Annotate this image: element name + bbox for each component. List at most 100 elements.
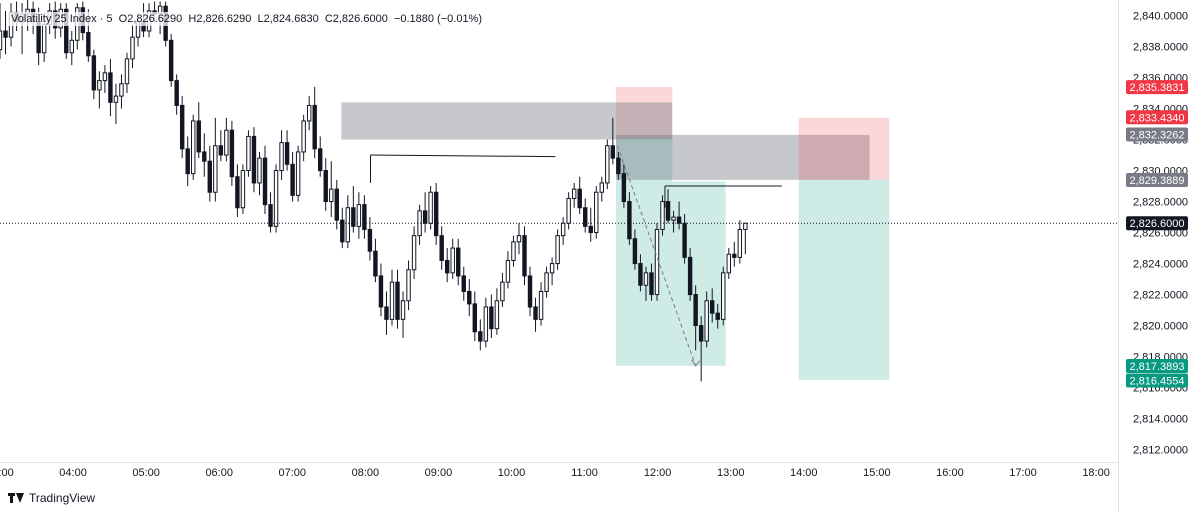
candle-body-down bbox=[610, 145, 616, 159]
candle-body-down bbox=[168, 39, 174, 82]
time-tick-label: 04:00 bbox=[59, 467, 87, 479]
candle-body-up bbox=[213, 145, 218, 193]
candle-body-up bbox=[273, 170, 279, 227]
candle-body-up bbox=[356, 204, 362, 227]
price-tick-label: 2,840.0000 bbox=[1133, 11, 1188, 23]
price-label-bg bbox=[1126, 173, 1188, 188]
candle bbox=[378, 263, 384, 317]
price-tick-label: 2,826.0000 bbox=[1133, 228, 1188, 240]
candle-body-down bbox=[687, 256, 693, 296]
candle-body-down bbox=[638, 263, 643, 286]
candle bbox=[395, 269, 400, 329]
candle bbox=[246, 130, 251, 177]
candle bbox=[218, 130, 224, 162]
candle-body-up bbox=[671, 216, 676, 221]
candle bbox=[301, 114, 306, 162]
candle bbox=[406, 260, 411, 311]
candle-body-down bbox=[185, 148, 190, 175]
candle bbox=[367, 217, 373, 261]
candle bbox=[119, 74, 124, 109]
candle-body-down bbox=[616, 157, 621, 175]
candle-body-up bbox=[306, 104, 312, 122]
candle bbox=[676, 201, 682, 230]
candle bbox=[108, 58, 113, 117]
candle bbox=[196, 102, 201, 159]
candle-body-up bbox=[119, 83, 124, 97]
candle-body-down bbox=[207, 160, 213, 193]
candle bbox=[284, 130, 290, 171]
candle-body-down bbox=[86, 32, 91, 57]
candle bbox=[522, 226, 527, 286]
candle-body-up bbox=[240, 170, 246, 209]
candle bbox=[340, 207, 345, 249]
candle-body-down bbox=[527, 275, 533, 308]
candle bbox=[461, 266, 466, 301]
price-label-text: 2,829.3889 bbox=[1129, 175, 1184, 187]
price-axis: 2,812.00002,814.00002,816.00002,818.0000… bbox=[1118, 0, 1188, 512]
time-tick-label: 03:00 bbox=[0, 467, 14, 479]
candle-body-down bbox=[456, 247, 461, 277]
candle bbox=[268, 192, 273, 233]
candle-body-down bbox=[461, 275, 466, 292]
trend-line bbox=[370, 154, 556, 158]
candle bbox=[489, 294, 494, 338]
candle bbox=[251, 127, 257, 193]
candle-body-down bbox=[367, 228, 373, 252]
zone-red-1 bbox=[615, 86, 673, 138]
candle-body-down bbox=[632, 238, 638, 265]
candle bbox=[516, 223, 522, 255]
candle bbox=[505, 251, 511, 289]
candle bbox=[737, 220, 743, 264]
projection-arrow-line bbox=[616, 145, 697, 367]
legend-low: L2,824.6830 bbox=[257, 13, 319, 25]
candle bbox=[467, 279, 472, 317]
zone-gray-2 bbox=[615, 102, 673, 140]
legend-change: −0.1880 (−0.01%) bbox=[393, 13, 483, 25]
candle-body-down bbox=[588, 225, 593, 234]
candle-body-down bbox=[682, 222, 687, 258]
candle bbox=[743, 222, 748, 255]
price-label: 2,835.3831 bbox=[1126, 80, 1188, 95]
candle bbox=[577, 176, 582, 214]
zone-teal-7 bbox=[798, 179, 890, 380]
time-tick-label: 10:00 bbox=[498, 467, 526, 479]
price-label-text: 2,835.3831 bbox=[1129, 82, 1184, 94]
tradingview-brand[interactable]: TradingView bbox=[8, 491, 95, 505]
candle bbox=[627, 192, 632, 245]
candle-body-down bbox=[262, 157, 268, 206]
candle bbox=[687, 248, 693, 301]
time-tick-label: 09:00 bbox=[425, 467, 453, 479]
candle bbox=[185, 136, 190, 187]
candle bbox=[351, 186, 356, 233]
candle-body-down bbox=[577, 188, 582, 209]
price-tick-label: 2,838.0000 bbox=[1133, 42, 1188, 54]
candle bbox=[610, 117, 616, 165]
candle-body-up bbox=[428, 191, 433, 224]
candle-body-up bbox=[345, 207, 351, 243]
time-tick-label: 15:00 bbox=[863, 467, 891, 479]
candle bbox=[168, 34, 174, 87]
candle bbox=[240, 164, 246, 214]
candle bbox=[671, 210, 676, 233]
candle-body-up bbox=[41, 24, 47, 54]
candle bbox=[113, 83, 119, 125]
candle bbox=[583, 198, 588, 233]
candle-body-down bbox=[583, 207, 588, 227]
candle-body-down bbox=[439, 235, 444, 261]
candle bbox=[318, 136, 323, 177]
candle-body-down bbox=[174, 80, 179, 106]
candle-body-down bbox=[649, 272, 654, 296]
candle-body-up bbox=[544, 272, 549, 292]
candle-body-down bbox=[384, 306, 389, 320]
symbol-legend: Volatility 25 Index · 5 O2,826.6290 H2,8… bbox=[8, 12, 486, 26]
price-tick-label: 2,822.0000 bbox=[1133, 290, 1188, 302]
candle-body-up bbox=[660, 201, 665, 230]
time-tick-label: 11:00 bbox=[571, 467, 598, 479]
candle-body-up bbox=[224, 129, 229, 156]
candle bbox=[207, 145, 213, 202]
candle-body-down bbox=[433, 191, 439, 237]
candle-body-up bbox=[605, 145, 610, 184]
time-tick-label: 14:00 bbox=[790, 467, 818, 479]
candle-body-down bbox=[202, 151, 207, 162]
